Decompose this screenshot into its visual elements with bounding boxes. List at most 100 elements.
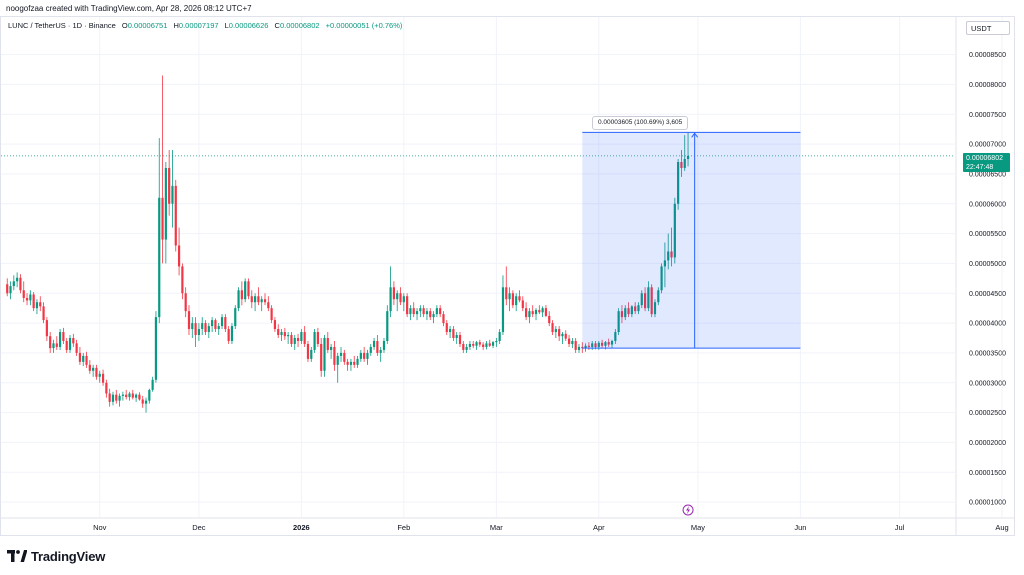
x-tick-label: Feb <box>397 523 410 532</box>
candle-body <box>554 329 557 333</box>
candle-body <box>95 367 98 377</box>
candle-body <box>432 314 435 318</box>
candle-body <box>336 355 339 365</box>
candle-body <box>78 352 82 362</box>
candle-body <box>138 394 141 400</box>
candle-body <box>88 364 91 371</box>
candle-body <box>458 335 462 344</box>
candle-body <box>584 345 587 349</box>
candle-body <box>478 342 481 345</box>
brand-name: TradingView <box>31 548 106 564</box>
measure-arrow-head <box>691 132 699 138</box>
candle-body <box>558 329 561 337</box>
y-tick-label: 0.00007500 <box>969 112 1006 119</box>
candle-body <box>462 343 465 350</box>
measure-range-box <box>582 132 801 349</box>
candle-body <box>386 311 389 341</box>
candle-body <box>300 332 303 341</box>
candle-body <box>148 389 151 401</box>
candle-body <box>657 290 660 303</box>
candle-body <box>29 294 32 301</box>
candle-body <box>306 343 310 359</box>
candle-body <box>415 311 419 315</box>
candle-body <box>392 287 395 300</box>
candle-body <box>290 335 293 344</box>
y-tick-label: 0.00007000 <box>969 142 1006 149</box>
candle-body <box>220 317 224 327</box>
candle-body <box>445 323 448 333</box>
candle-body <box>376 340 379 353</box>
candle-body <box>72 338 75 344</box>
candle-body <box>151 379 154 390</box>
candle-body <box>49 336 52 349</box>
candle-body <box>409 308 412 315</box>
countdown-timer: 22:47:48 <box>966 164 994 171</box>
candle-body <box>627 308 630 315</box>
candle-body <box>270 308 273 321</box>
candle-body <box>406 296 409 315</box>
last-price-value: 0.00006802 <box>966 155 1003 162</box>
candle-body <box>607 342 610 345</box>
currency-unit-button[interactable]: USDT <box>966 21 1010 35</box>
candle-body <box>158 197 161 318</box>
candle-body <box>614 332 617 341</box>
candle-body <box>435 308 438 315</box>
measure-tool-label[interactable]: 0.00003605 (100.69%) 3,605 <box>592 116 689 130</box>
candle-body <box>419 308 422 312</box>
x-tick-label: Aug <box>995 523 1008 532</box>
candle-body <box>491 342 495 346</box>
candle-body <box>171 185 174 204</box>
x-tick-label: Mar <box>490 523 503 532</box>
candle-body <box>39 302 42 307</box>
candle-body <box>498 332 501 341</box>
candle-body <box>174 185 177 246</box>
candle-body <box>6 284 9 294</box>
candle-body <box>82 355 85 362</box>
candle-body <box>111 394 115 402</box>
candle-body <box>135 394 138 398</box>
candle-body <box>571 340 574 344</box>
candle-body <box>32 294 35 309</box>
y-tick-label: 0.00003500 <box>969 350 1006 357</box>
candle-body <box>601 342 604 346</box>
candle-body <box>12 281 15 287</box>
candle-body <box>293 338 296 344</box>
candle-body <box>191 323 194 330</box>
candle-body <box>382 340 386 350</box>
x-tick-label: Nov <box>93 523 107 532</box>
x-tick-label: Jul <box>895 523 905 532</box>
candle-body <box>455 335 458 339</box>
candle-body <box>121 394 124 396</box>
candle-body <box>217 326 220 330</box>
candle-body <box>131 393 134 398</box>
candle-body <box>52 343 55 349</box>
chart-frame[interactable] <box>0 16 1015 536</box>
candle-body <box>452 329 455 339</box>
candle-body <box>561 333 564 337</box>
candle-body <box>310 349 313 359</box>
y-tick-label: 0.00001500 <box>969 470 1006 477</box>
candle-body <box>19 277 22 291</box>
candle-body <box>620 311 624 318</box>
x-tick-label: Apr <box>593 523 605 532</box>
y-tick-label: 0.00003000 <box>969 380 1006 387</box>
candle-body <box>250 296 253 303</box>
candle-body <box>448 329 452 333</box>
candle-body <box>339 352 343 356</box>
x-tick-label: May <box>691 523 705 532</box>
candle-body <box>234 308 237 327</box>
candle-body <box>439 308 442 315</box>
candle-body <box>313 332 316 350</box>
candle-body <box>237 290 240 309</box>
candle-body <box>65 340 68 350</box>
candle-body <box>214 320 217 330</box>
candle-body <box>58 332 62 347</box>
candle-body <box>177 245 181 267</box>
candle-body <box>168 167 171 204</box>
y-tick-label: 0.00005500 <box>969 231 1006 238</box>
candle-body <box>653 302 657 315</box>
candle-body <box>673 203 676 258</box>
low-value: 0.00006626 <box>228 21 269 30</box>
candle-body <box>564 333 567 339</box>
